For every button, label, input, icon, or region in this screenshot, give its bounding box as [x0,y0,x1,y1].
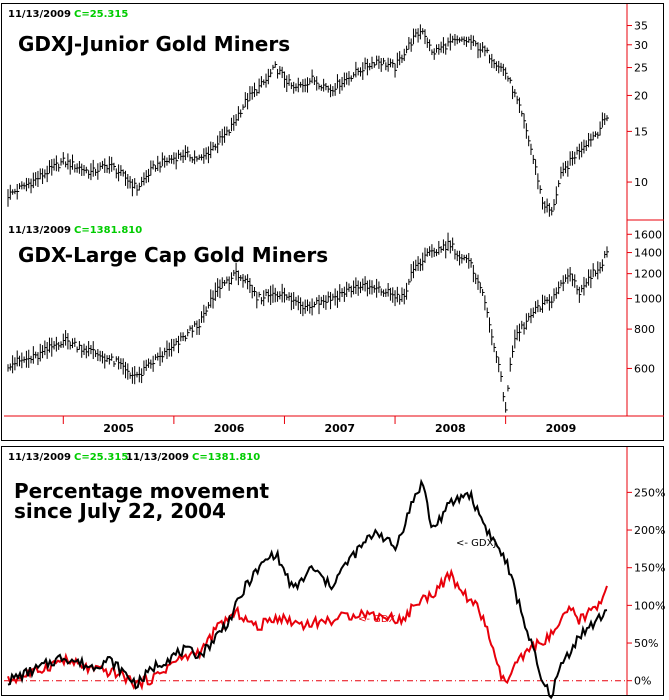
y-tick-label: 600 [634,362,655,375]
gdx-panel: 11/13/2009 C=1381.810 GDX-Large Cap Gold… [4,220,664,435]
x-tick-label: 2009 [546,422,577,435]
y-tick-label: 1400 [634,247,662,260]
pct-y-axis: 0% 50% 100% 150% 200% 250% [627,486,665,688]
pct-title-line-2: since July 22, 2004 [14,499,226,523]
gdx-title: GDX-Large Cap Gold Miners [18,243,328,267]
gdx-percentage-line [7,568,608,691]
gdxj-title: GDXJ-Junior Gold Miners [18,32,290,56]
y-tick-label: 800 [634,323,655,336]
gdx-y-axis: 600 800 1000 1200 1400 1600 [627,228,662,375]
x-axis: 2005 2006 2007 2008 2009 [62,416,577,435]
pct-close-label-1: C=25.315 [74,452,128,463]
y-tick-label: 10 [634,176,648,189]
gdxj-y-axis: 10 15 20 25 30 35 [627,20,648,189]
y-tick-label: 35 [634,20,648,33]
gdxj-percentage-line [7,478,608,700]
bottom-chart-frame [1,446,664,696]
gdx-price-bars [7,232,609,413]
x-tick-label: 2006 [214,422,245,435]
y-tick-label: 30 [634,39,648,52]
gdxj-close-label: C=25.315 [74,9,128,20]
gdxj-date-label: 11/13/2009 [8,9,71,20]
y-tick-label: 100% [634,599,665,612]
pct-close-label-2: C=1381.810 [192,452,260,463]
pct-date-label-1: 11/13/2009 [8,452,71,463]
gdx-series-label: <- GDX [358,614,396,625]
y-tick-label: 150% [634,562,665,575]
gdxj-series-label: <- GDXJ [456,538,496,549]
x-tick-label: 2007 [324,422,355,435]
gdxj-price-bars [7,24,609,217]
y-tick-label: 250% [634,486,665,499]
y-tick-label: 25 [634,62,648,75]
y-tick-label: 1000 [634,293,662,306]
x-tick-label: 2005 [103,422,134,435]
y-tick-label: 50% [634,637,658,650]
top-chart-frame [1,3,664,441]
gdxj-panel: 11/13/2009 C=25.315 GDXJ-Junior Gold Min… [7,4,664,221]
y-tick-label: 15 [634,125,648,138]
gdx-date-label: 11/13/2009 [8,225,71,236]
gdx-close-label: C=1381.810 [74,225,142,236]
x-tick-label: 2008 [435,422,466,435]
y-tick-label: 200% [634,524,665,537]
pct-title-line-1: Percentage movement [14,479,269,503]
y-tick-label: 1200 [634,268,662,281]
y-tick-label: 0% [634,675,651,688]
pct-date-label-2: 11/13/2009 [126,452,189,463]
y-tick-label: 20 [634,89,648,102]
y-tick-label: 1600 [634,228,662,241]
percentage-panel: 11/13/2009 C=25.315 11/13/2009 C=1381.81… [4,447,665,700]
